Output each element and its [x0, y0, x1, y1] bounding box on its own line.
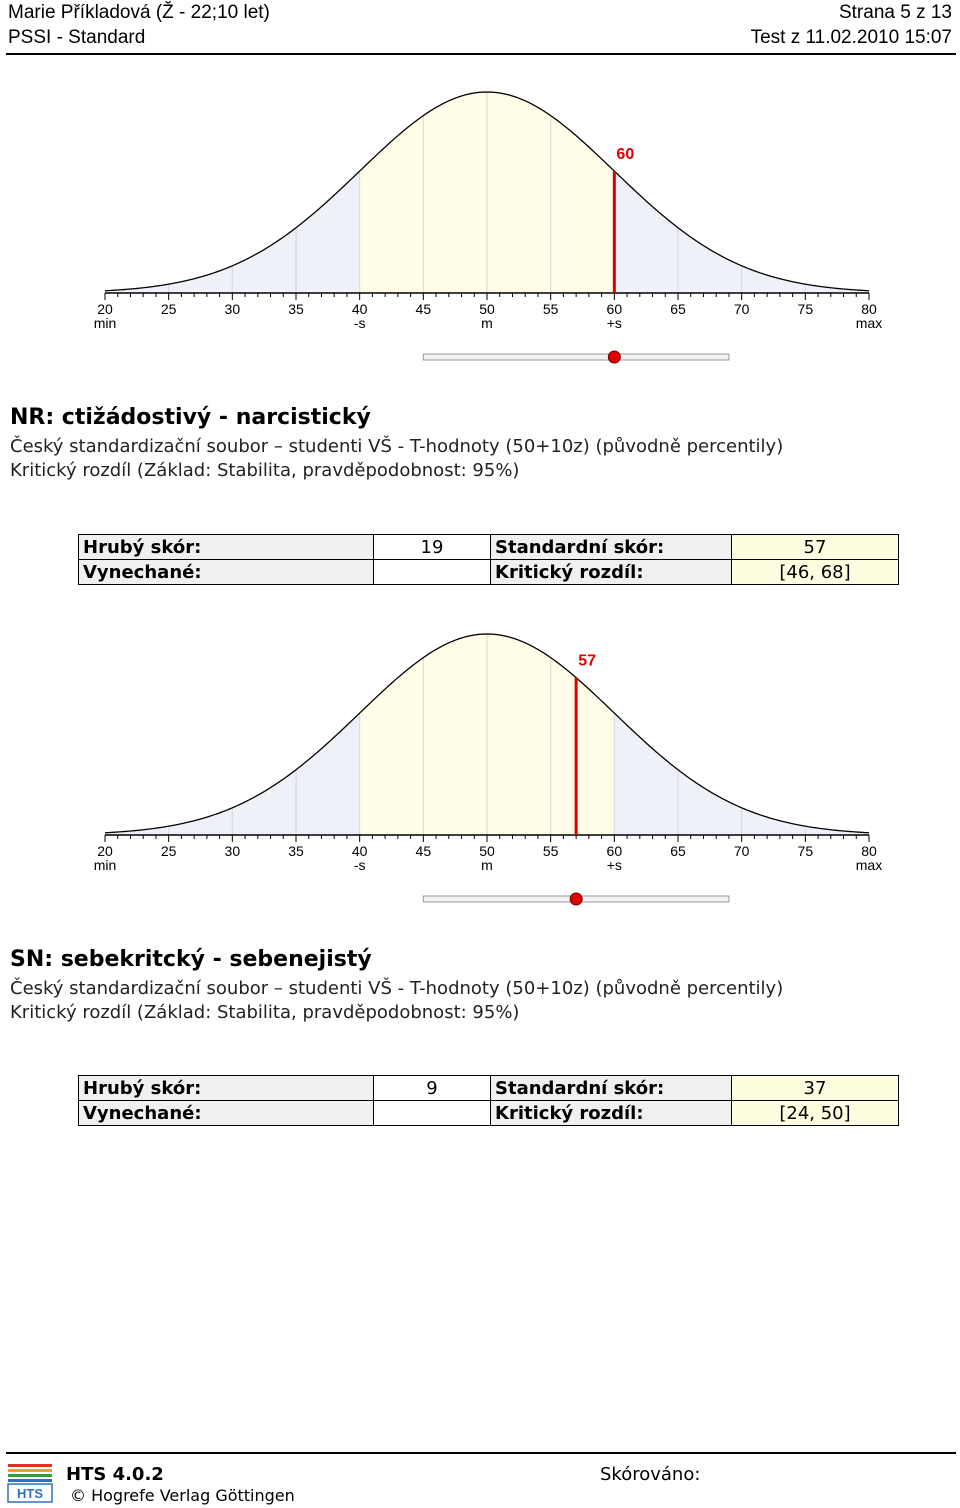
raw-score-value: 19 [373, 534, 491, 560]
tick-label: 45 [416, 301, 432, 317]
critical-diff-description-nr: Kritický rozdíl (Základ: Stabilita, prav… [10, 460, 520, 481]
tick-sublabel: max [856, 857, 882, 873]
score-marker-label: 57 [578, 653, 596, 670]
raw-score-label: Hrubý skór: [78, 534, 374, 560]
tick-label: 45 [416, 843, 432, 859]
tick-label: 20 [97, 843, 113, 859]
tick-sublabel: +s [607, 315, 622, 331]
critical-diff-value: [24, 50] [731, 1100, 899, 1126]
scored-by-label: Skórováno: [600, 1464, 701, 1485]
scale-title-nr: NR: ctižádostivý - narcistický [10, 405, 371, 430]
missing-label: Vynechané: [78, 559, 374, 585]
missing-value [373, 559, 491, 585]
critical-diff-label: Kritický rozdíl: [490, 1100, 732, 1126]
tick-label: 60 [607, 301, 623, 317]
tick-label: 75 [798, 301, 814, 317]
tick-label: 50 [479, 843, 495, 859]
tick-label: 80 [861, 843, 877, 859]
tick-label: 25 [161, 843, 177, 859]
test-date: Test z 11.02.2010 15:07 [750, 27, 952, 48]
tick-sublabel: min [94, 315, 117, 331]
standard-score-value: 37 [731, 1075, 899, 1101]
score-dot [569, 892, 583, 906]
tick-label: 35 [288, 301, 304, 317]
normal-curve [104, 633, 870, 834]
critical-interval-bar [422, 353, 730, 361]
tick-label: 70 [734, 301, 750, 317]
standard-score-value: 57 [731, 534, 899, 560]
scale-title-sn: SN: sebekritcký - sebenejistý [10, 947, 372, 972]
tick-label: 25 [161, 301, 177, 317]
tick-sublabel: m [481, 315, 493, 331]
tick-label: 65 [670, 843, 686, 859]
tick-label: 40 [352, 301, 368, 317]
header-rule [6, 53, 956, 55]
critical-diff-label: Kritický rozdíl: [490, 559, 732, 585]
tick-label: 30 [225, 301, 241, 317]
page-number: Strana 5 z 13 [838, 2, 952, 23]
missing-label: Vynechané: [78, 1100, 374, 1126]
footer-rule [6, 1452, 956, 1454]
tick-label: 20 [97, 301, 113, 317]
logo-text: HTS [17, 1486, 43, 1501]
tick-label: 50 [479, 301, 495, 317]
tick-sublabel: -s [354, 857, 366, 873]
raw-score-label: Hrubý skór: [78, 1075, 374, 1101]
score-table-sn: Hrubý skór: 9 Standardní skór: 37 Vynech… [78, 1075, 899, 1126]
tick-label: 65 [670, 301, 686, 317]
raw-score-value: 9 [373, 1075, 491, 1101]
tick-label: 75 [798, 843, 814, 859]
tick-sublabel: min [94, 857, 117, 873]
score-table-nr: Hrubý skór: 19 Standardní skór: 57 Vynec… [78, 534, 899, 585]
client-name: Marie Příkladová (Ž - 22;10 let) [8, 2, 270, 23]
copyright: © Hogrefe Verlag Göttingen [70, 1486, 295, 1505]
tick-sublabel: -s [354, 315, 366, 331]
standard-score-label: Standardní skór: [490, 1075, 732, 1101]
critical-diff-value: [46, 68] [731, 559, 899, 585]
tick-sublabel: max [856, 315, 882, 331]
score-dot [607, 350, 621, 364]
tick-sublabel: m [481, 857, 493, 873]
tick-label: 60 [607, 843, 623, 859]
tick-label: 30 [225, 843, 241, 859]
score-marker-label: 60 [616, 146, 634, 163]
tick-label: 70 [734, 843, 750, 859]
norm-description-nr: Český standardizační soubor – studenti V… [10, 436, 784, 457]
tick-sublabel: +s [607, 857, 622, 873]
critical-diff-description-sn: Kritický rozdíl (Základ: Stabilita, prav… [10, 1002, 520, 1023]
standard-score-label: Standardní skór: [490, 534, 732, 560]
app-version: HTS 4.0.2 [66, 1464, 164, 1485]
tick-label: 55 [543, 301, 559, 317]
missing-value [373, 1100, 491, 1126]
tick-label: 40 [352, 843, 368, 859]
test-name: PSSI - Standard [8, 27, 146, 48]
hts-logo-icon: HTS [7, 1464, 53, 1503]
normal-curve [104, 91, 870, 292]
tick-label: 55 [543, 843, 559, 859]
norm-description-sn: Český standardizační soubor – studenti V… [10, 978, 784, 999]
tick-label: 35 [288, 843, 304, 859]
tick-label: 80 [861, 301, 877, 317]
